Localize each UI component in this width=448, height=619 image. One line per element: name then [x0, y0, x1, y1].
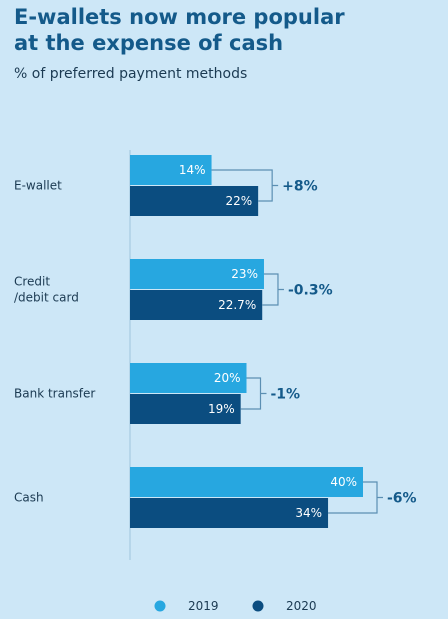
bar-value-label-2019-1: 23% [231, 267, 258, 281]
difference-bracket-0 [211, 169, 279, 202]
chart-title-line-1: E-wallets now more popular [14, 5, 345, 29]
chart-subtitle: % of preferred payment methods [14, 66, 248, 82]
difference-label-3: -6% [387, 491, 417, 507]
difference-bracket-2 [240, 377, 267, 410]
difference-label-1: -0.3% [288, 283, 333, 299]
difference-bracket-3 [328, 481, 383, 514]
category-label-3: Cash [14, 491, 44, 505]
category-label-1: Credit/debit card [14, 275, 79, 305]
bar-value-label-2019-2: 20% [214, 371, 241, 385]
bar-2019-0 [130, 155, 212, 185]
bar-2020-1 [130, 290, 263, 320]
legend-label-2020: 2020 [286, 599, 317, 613]
chart-title-line-2: at the expense of cash [14, 31, 284, 55]
category-label-2: Bank transfer [14, 387, 95, 401]
bar-value-label-2020-1: 22.7% [218, 298, 256, 312]
difference-label-2: -1% [271, 387, 301, 403]
chart-title: E-wallets now more popular at the expens… [14, 4, 434, 56]
legend-label-2019: 2019 [188, 599, 219, 613]
bar-value-label-2020-3: 34% [295, 506, 322, 520]
legend-marker-2020 [252, 600, 264, 612]
category-label-0: E-wallet [14, 179, 62, 193]
bar-value-label-2020-0: 22% [225, 194, 252, 208]
bar-2019-3 [130, 467, 363, 497]
bar-value-label-2019-3: 40% [330, 475, 357, 489]
bar-value-label-2020-2: 19% [208, 402, 235, 416]
bar-value-label-2019-0: 14% [179, 163, 206, 177]
bar-2019-2 [130, 363, 247, 393]
difference-label-0: +8% [282, 179, 318, 195]
bar-2020-3 [130, 498, 329, 528]
legend-marker-2019 [154, 600, 166, 612]
bar-2019-1 [130, 259, 264, 289]
difference-bracket-1 [262, 273, 284, 306]
bar-2020-0 [130, 186, 259, 216]
bar-2020-2 [130, 394, 241, 424]
